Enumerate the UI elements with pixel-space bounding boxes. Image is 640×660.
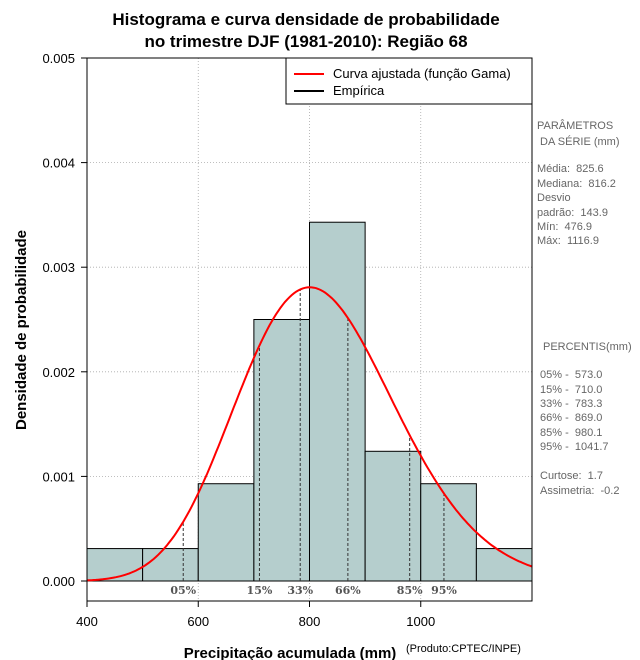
percentil-05: 05% - 573.0 [540, 369, 602, 381]
x-axis-label: Precipitação acumulada (mm) [184, 645, 397, 660]
percentile-lines: 05% 15% 33% 66% 85% 95% [170, 289, 457, 597]
param-desvio: Desvio [537, 192, 571, 204]
chart-title-line2: no trimestre DJF (1981-2010): Região 68 [144, 32, 467, 51]
gamma-curve-layer [86, 286, 533, 582]
y-axis-label: Densidade de probabilidade [13, 230, 30, 430]
axis-ticks: 0.000 0.001 0.002 0.003 0.004 0.005 400 600 800 1… [42, 51, 435, 629]
legend-curve-label: Curva ajustada (função Gama) [333, 66, 511, 81]
chart-title-line1: Histograma e curva densidade de probabil… [112, 10, 499, 29]
y-tick-label: 0.001 [42, 469, 75, 484]
legend-empirical-label: Empírica [333, 83, 385, 98]
percentil-66: 66% - 869.0 [540, 412, 602, 424]
percentile-label: 85% [397, 584, 423, 597]
assimetria: Assimetria: -0.2 [540, 485, 619, 497]
param-padrao: padrão: 143.9 [537, 207, 608, 219]
y-tick-label: 0.004 [42, 156, 75, 171]
percentile-label: 95% [431, 584, 457, 597]
y-tick-label: 0.000 [42, 574, 75, 589]
percentile-label: 15% [247, 584, 273, 597]
histogram-bar [86, 548, 144, 582]
percentil-33: 33% - 783.3 [540, 398, 602, 410]
percentile-label: 66% [335, 584, 361, 597]
legend: Curva ajustada (função Gama) Empírica [285, 57, 533, 105]
histogram-bar [197, 483, 255, 582]
percentil-95: 95% - 1041.7 [540, 441, 609, 453]
source-note: (Produto:CPTEC/INPE) [406, 643, 521, 655]
param-mediana: Mediana: 816.2 [537, 178, 616, 190]
histogram-bars [86, 221, 533, 582]
x-tick-label: 800 [299, 614, 321, 629]
histogram-bar [253, 319, 310, 582]
gamma-curve [86, 286, 533, 582]
histogram-bar [309, 221, 366, 582]
params-title-1: PARÂMETROS [537, 119, 613, 132]
legend-box [285, 57, 533, 105]
histogram-bar [142, 548, 199, 582]
histogram-bar [364, 450, 422, 582]
param-min: Mín: 476.9 [537, 221, 592, 233]
percentil-15: 15% - 710.0 [540, 384, 602, 396]
y-tick-label: 0.002 [42, 365, 75, 380]
curtose: Curtose: 1.7 [540, 470, 603, 482]
x-tick-label: 1000 [406, 614, 435, 629]
y-tick-label: 0.005 [42, 51, 75, 66]
params-title-2: DA SÉRIE (mm) [537, 135, 620, 148]
percentis-title: PERCENTIS(mm) [543, 341, 632, 353]
x-tick-label: 400 [76, 614, 98, 629]
percentile-label: 05% [170, 584, 196, 597]
x-tick-label: 600 [187, 614, 209, 629]
y-tick-label: 0.003 [42, 260, 75, 275]
percentil-85: 85% - 980.1 [540, 427, 602, 439]
side-panel: PARÂMETROS DA SÉRIE (mm) Média: 825.6 Me… [537, 119, 632, 497]
param-max: Máx: 1116.9 [537, 235, 599, 247]
param-media: Média: 825.6 [537, 163, 604, 175]
percentile-label: 33% [287, 584, 313, 597]
